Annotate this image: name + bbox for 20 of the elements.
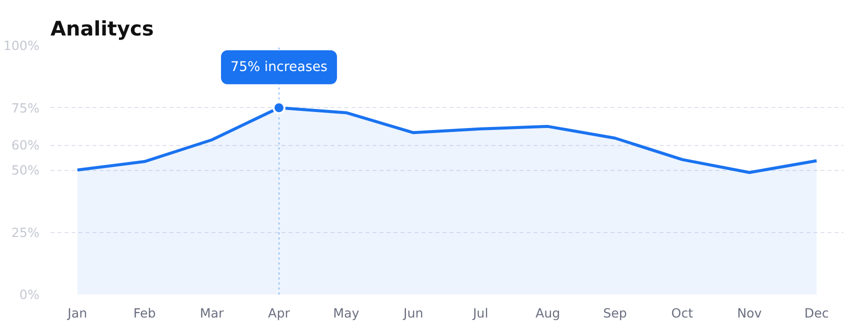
y-tick-label: 50%: [11, 162, 40, 178]
x-tick-label: Nov: [737, 306, 762, 320]
y-tick-label: 100%: [3, 38, 40, 53]
y-tick-label: 60%: [11, 138, 40, 153]
y-tick-label: 75%: [11, 100, 40, 116]
x-tick-label: Jul: [472, 306, 488, 320]
x-tick-label: Apr: [268, 306, 291, 320]
x-tick-label: Oct: [671, 306, 694, 320]
x-tick-label: Aug: [535, 306, 560, 320]
annotation: 75% increases: [230, 60, 328, 75]
x-tick-label: Jun: [402, 306, 424, 320]
y-tick-label: 0%: [19, 287, 40, 302]
y-tick-label: 25%: [11, 224, 40, 240]
x-tick-label: Mar: [200, 306, 225, 320]
x-tick-label: Jan: [66, 306, 88, 320]
x-tick-label: Dec: [804, 306, 829, 320]
chart-title: Analitycs: [50, 16, 154, 40]
x-tick-label: Sep: [603, 306, 627, 320]
x-tick-label: Feb: [133, 306, 156, 320]
x-tick-label: May: [333, 306, 360, 320]
